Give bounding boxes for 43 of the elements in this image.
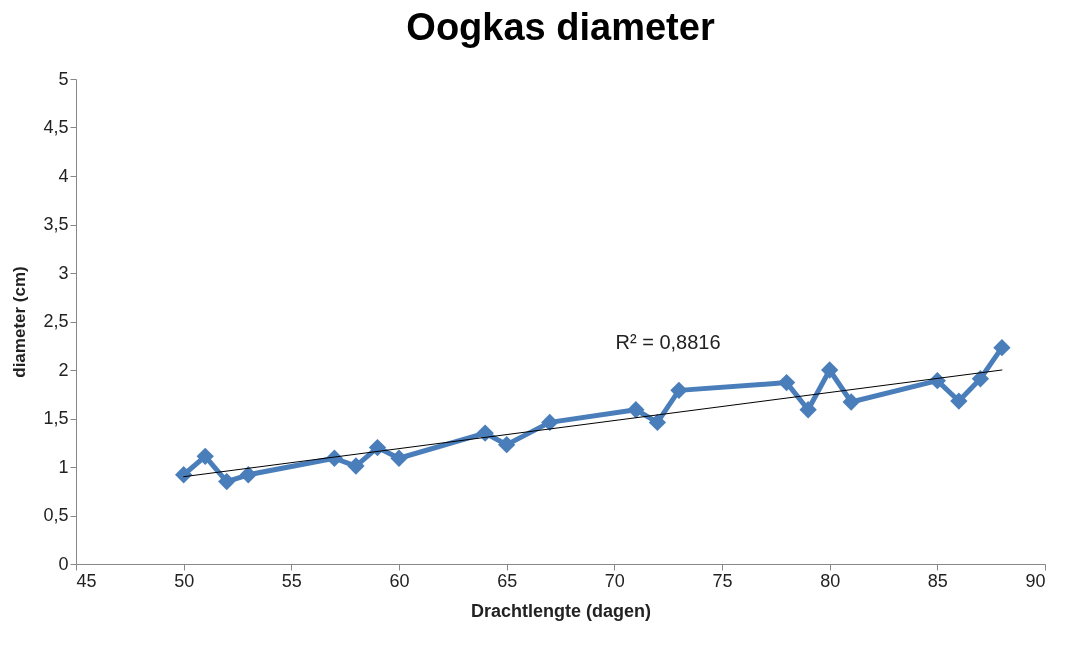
x-tick-label: 65 bbox=[497, 570, 518, 591]
y-tick-label: 0 bbox=[58, 553, 69, 574]
y-tick-label: 2 bbox=[58, 359, 69, 380]
x-tick-label: 45 bbox=[76, 570, 97, 591]
x-tick-label: 75 bbox=[712, 570, 733, 591]
point bbox=[239, 466, 257, 484]
y-tick-label: 3 bbox=[58, 262, 69, 283]
y-tick-label: 4,5 bbox=[43, 117, 69, 137]
point bbox=[971, 370, 990, 388]
point bbox=[648, 413, 667, 432]
y-tick-label: 5 bbox=[58, 68, 69, 89]
point bbox=[777, 373, 796, 392]
point bbox=[541, 413, 559, 432]
y-tick-label: 1 bbox=[58, 456, 69, 477]
point bbox=[627, 401, 645, 419]
point bbox=[390, 449, 408, 467]
point bbox=[799, 401, 817, 419]
x-tick-label: 80 bbox=[820, 570, 841, 591]
y-tick-label: 4 bbox=[58, 165, 69, 186]
point bbox=[670, 381, 688, 400]
x-tick-label: 55 bbox=[281, 570, 302, 591]
y-tick-label: 0,5 bbox=[43, 505, 69, 525]
point bbox=[950, 392, 968, 410]
point bbox=[498, 436, 516, 454]
y-tick-label: 3,5 bbox=[43, 214, 69, 234]
y-axis-title: diameter (cm) bbox=[10, 266, 30, 378]
point bbox=[175, 466, 193, 484]
y-tick-label: 1,5 bbox=[43, 408, 69, 428]
point bbox=[842, 393, 860, 411]
x-axis-title: Drachtlengte (dagen) bbox=[470, 600, 652, 621]
point bbox=[821, 361, 839, 379]
x-tick-label: 85 bbox=[927, 570, 948, 591]
x-tick-label: 90 bbox=[1025, 570, 1046, 591]
x-tick-label: 60 bbox=[389, 570, 410, 591]
y-tick-label: 2,5 bbox=[43, 311, 69, 331]
point bbox=[347, 457, 365, 475]
point bbox=[196, 447, 214, 465]
point bbox=[218, 472, 236, 491]
annotation: R² = 0,8816 bbox=[615, 330, 721, 353]
x-tick-label: 70 bbox=[604, 570, 625, 591]
point bbox=[993, 339, 1011, 357]
chart-title: Oogkas diameter bbox=[406, 6, 715, 48]
x-tick-label: 50 bbox=[174, 570, 195, 591]
